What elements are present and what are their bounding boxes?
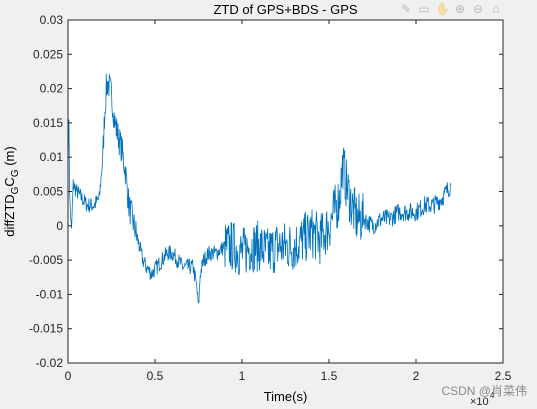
- y-tick-label-2: -0.01: [36, 287, 64, 301]
- x-tick-label-2: 1: [239, 369, 246, 383]
- y-label-sub1: G: [10, 186, 21, 194]
- chart-title: ZTD of GPS+BDS - GPS: [213, 2, 357, 17]
- y-label-mid: C: [2, 177, 17, 186]
- x-tick-label-5: 2.5: [495, 369, 512, 383]
- plot-area: [68, 20, 503, 363]
- x-exponent: ×10 4: [470, 391, 495, 408]
- y-tick-label-5: 0.005: [33, 185, 63, 199]
- brush-icon[interactable]: ✎: [400, 2, 412, 16]
- x-axis-label: Time(s): [264, 389, 308, 404]
- series-line-0: [67, 73, 452, 304]
- home-icon[interactable]: ⌂: [492, 2, 500, 16]
- y-label-unit: (m): [2, 146, 17, 169]
- x-tick-label-0: 0: [65, 369, 72, 383]
- y-tick-label-8: 0.02: [40, 82, 64, 96]
- y-tick-label-9: 0.025: [33, 47, 63, 61]
- y-axis-label: diffZTDGCG (m): [2, 146, 21, 236]
- zoom-in-icon[interactable]: ⊕: [454, 2, 466, 16]
- x-tick-label-4: 2: [413, 369, 420, 383]
- y-tick-label-10: 0.03: [40, 13, 64, 27]
- y-tick-label-0: -0.02: [36, 356, 64, 370]
- y-tick-label-4: 0: [56, 219, 63, 233]
- x-exponent-base: ×10: [470, 396, 489, 408]
- y-tick-label-1: -0.015: [29, 322, 63, 336]
- series-layer: [67, 73, 452, 304]
- data-tip-icon[interactable]: ▭: [418, 2, 430, 16]
- y-label-sub2: G: [10, 169, 21, 177]
- figure-toolbar: ✎ ▭ ✋ ⊕ ⊖ ⌂: [399, 2, 503, 18]
- zoom-out-icon[interactable]: ⊖: [472, 2, 484, 16]
- y-axis: -0.02 -0.015 -0.01 -0.005 0 0.005 0.01 0.015 0.0…: [29, 13, 503, 370]
- x-axis: 0 0.5 1 1.5 2 2.5: [65, 20, 512, 383]
- y-tick-label-3: -0.005: [29, 253, 63, 267]
- x-tick-label-3: 1.5: [321, 369, 338, 383]
- x-exponent-power: 4: [490, 391, 495, 400]
- y-axis-label-text: diffZTDGCG (m): [2, 146, 21, 236]
- pan-icon[interactable]: ✋: [435, 2, 450, 16]
- watermark: CSDN @肖菜伟: [441, 384, 527, 398]
- y-label-main: diffZTD: [2, 194, 17, 236]
- x-tick-label-1: 0.5: [147, 369, 164, 383]
- y-tick-label-7: 0.015: [33, 116, 63, 130]
- y-tick-label-6: 0.01: [40, 150, 64, 164]
